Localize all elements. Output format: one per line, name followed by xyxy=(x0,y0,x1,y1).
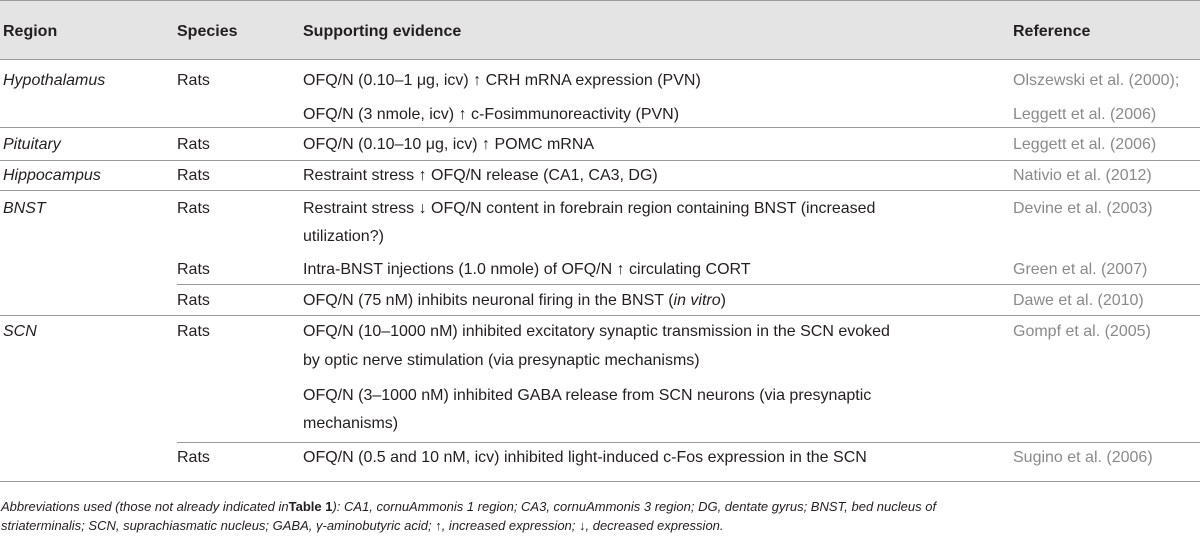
row-evidence: OFQ/N (0.10–1 μg, icv) ↑ CRH mRNA expres… xyxy=(303,72,701,89)
row-evidence-line1: Restraint stress ↓ OFQ/N content in fore… xyxy=(303,200,876,217)
table-bottom-rule xyxy=(0,481,1200,482)
table-1-link: Table 1 xyxy=(288,499,333,514)
micro-symbol: μ xyxy=(425,136,435,153)
row-divider xyxy=(0,190,1200,191)
row-region: SCN xyxy=(3,323,37,340)
row-divider xyxy=(0,127,1200,128)
row-divider xyxy=(177,442,1200,443)
row-region: Hippocampus xyxy=(3,167,101,184)
row-species: Rats xyxy=(177,136,210,153)
row-evidence-line2: by optic nerve stimulation (via presynap… xyxy=(303,352,700,369)
row-reference: Leggett et al. (2006) xyxy=(1013,106,1157,123)
row-evidence: OFQ/N (0.10–10 μg, icv) ↑ POMC mRNA xyxy=(303,136,595,153)
footnote-line2: striaterminalis; SCN, suprachiasmatic nu… xyxy=(1,518,724,533)
row-region: Hypothalamus xyxy=(3,72,106,89)
row-evidence: OFQ/N (3 nmole, icv) ↑ c-Fosimmunoreacti… xyxy=(303,106,680,123)
row-divider xyxy=(0,315,1200,316)
row-species: Rats xyxy=(177,449,210,466)
table-footnote: Abbreviations used (those not already in… xyxy=(1,497,1197,535)
row-divider xyxy=(0,160,1200,161)
row-evidence: OFQ/N (0.5 and 10 nM, icv) inhibited lig… xyxy=(303,449,867,466)
row-region: BNST xyxy=(3,200,46,217)
row-evidence: Restraint stress ↑ OFQ/N release (CA1, C… xyxy=(303,167,658,184)
row-evidence-line1: OFQ/N (3–1000 nM) inhibited GABA release… xyxy=(303,387,872,404)
table-header: Region Species Supporting evidence Refer… xyxy=(0,0,1200,60)
row-species: Rats xyxy=(177,167,210,184)
row-evidence-line2: mechanisms) xyxy=(303,415,399,432)
in-vitro-text: in vitro xyxy=(673,292,721,309)
header-region: Region xyxy=(3,23,58,40)
row-region: Pituitary xyxy=(3,136,61,153)
row-reference: Leggett et al. (2006) xyxy=(1013,136,1157,153)
footnote-line1: Abbreviations used (those not already in… xyxy=(1,499,937,514)
row-divider xyxy=(177,284,1200,285)
row-reference: Dawe et al. (2010) xyxy=(1013,292,1144,309)
row-species: Rats xyxy=(177,200,210,217)
row-reference: Sugino et al. (2006) xyxy=(1013,449,1153,466)
row-reference: Devine et al. (2003) xyxy=(1013,200,1153,217)
row-species: Rats xyxy=(177,72,210,89)
header-evidence: Supporting evidence xyxy=(303,23,462,40)
micro-symbol: μ xyxy=(416,72,427,89)
row-species: Rats xyxy=(177,292,210,309)
row-reference: Nativio et al. (2012) xyxy=(1013,167,1152,184)
row-reference: Green et al. (2007) xyxy=(1013,261,1148,278)
row-reference: Olszewski et al. (2000); xyxy=(1013,72,1180,89)
row-evidence: Intra-BNST injections (1.0 nmole) of OFQ… xyxy=(303,261,751,278)
row-evidence: OFQ/N (75 nM) inhibits neuronal firing i… xyxy=(303,292,726,309)
row-species: Rats xyxy=(177,323,210,340)
row-evidence-line2: utilization?) xyxy=(303,228,384,245)
row-species: Rats xyxy=(177,261,210,278)
header-reference: Reference xyxy=(1013,23,1091,40)
row-reference: Gompf et al. (2005) xyxy=(1013,323,1151,340)
row-evidence-line1: OFQ/N (10–1000 nM) inhibited excitatory … xyxy=(303,323,890,340)
header-species: Species xyxy=(177,23,238,40)
